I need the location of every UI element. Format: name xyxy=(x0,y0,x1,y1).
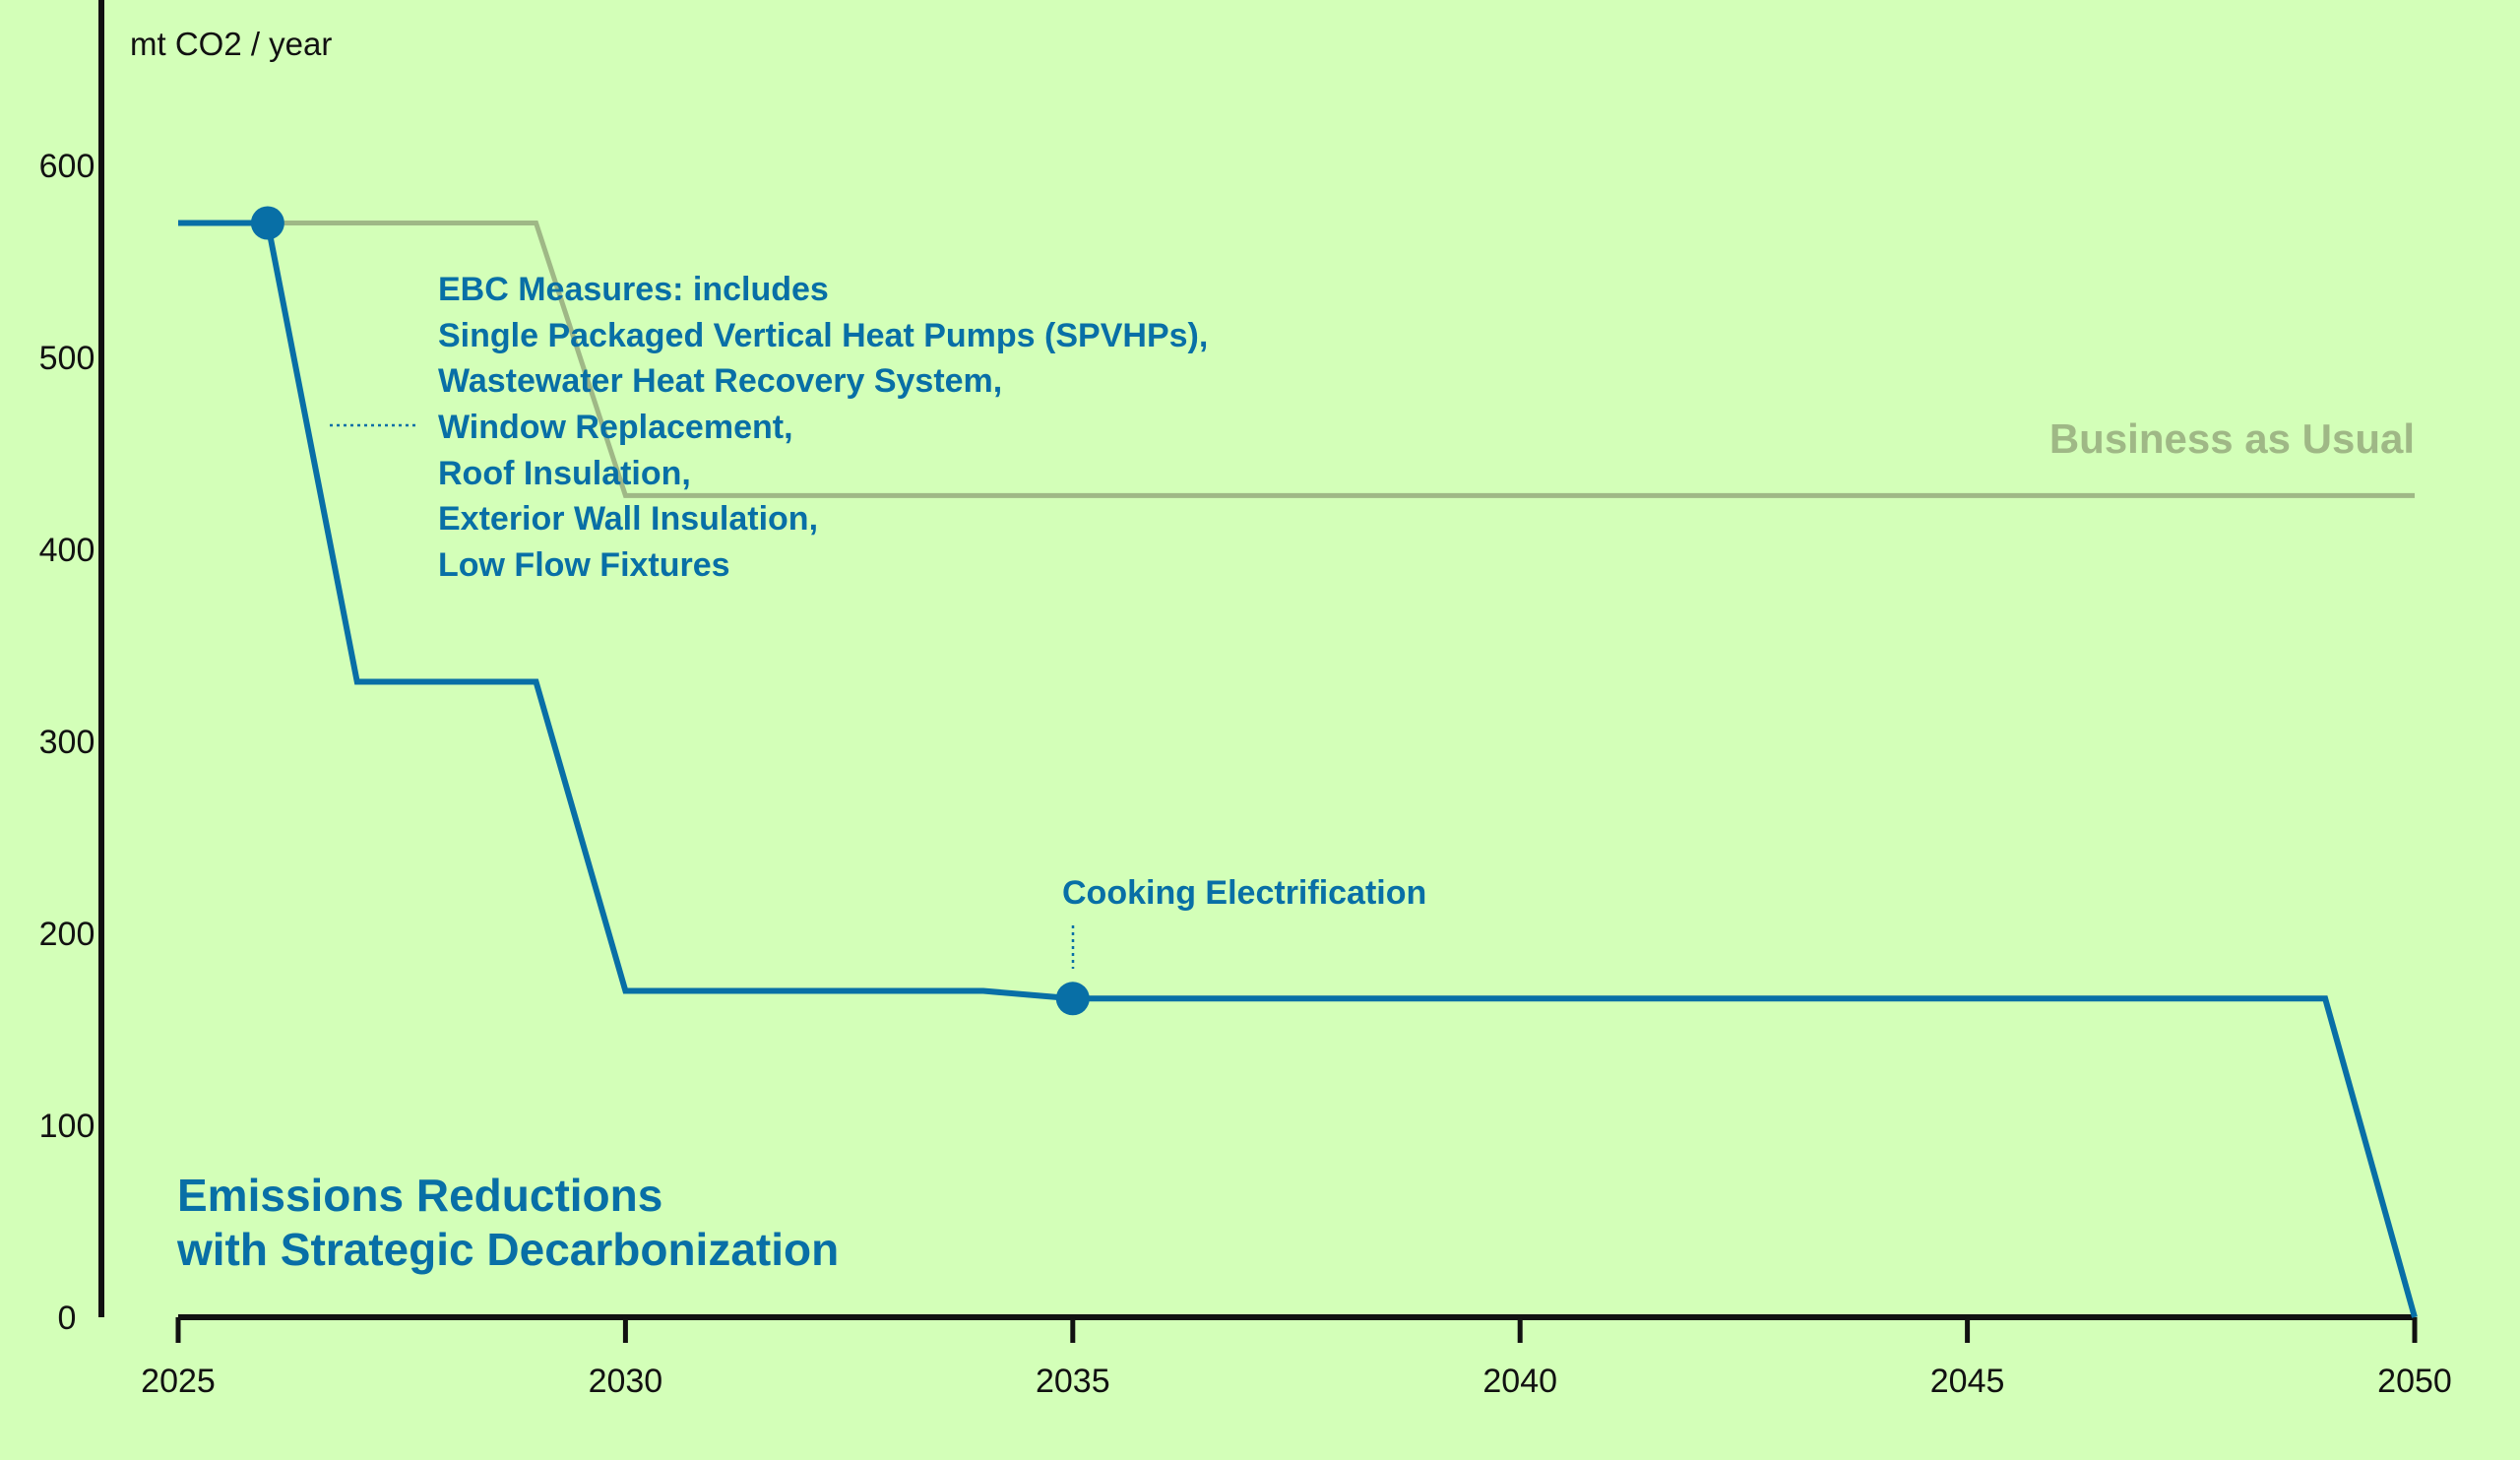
y-tick-label: 600 xyxy=(39,148,95,185)
marker-layer xyxy=(250,206,1090,1016)
x-tick-label: 2025 xyxy=(141,1363,216,1400)
y-axis-unit-label: mt CO2 / year xyxy=(130,26,332,62)
x-tick-label: 2045 xyxy=(1930,1363,2005,1400)
x-tick-label: 2040 xyxy=(1482,1363,1557,1400)
business-as-usual-line xyxy=(267,221,2415,498)
business-as-usual-label: Business as Usual xyxy=(2049,415,2415,462)
y-tick-label: 0 xyxy=(58,1300,77,1337)
strategic-decarbonization-line xyxy=(178,220,2418,1318)
series-layer xyxy=(178,220,2418,1318)
milestone-marker xyxy=(1055,982,1090,1016)
x-tick-label: 2035 xyxy=(1036,1363,1110,1400)
ebc-measures-annotation: EBC Measures: includes Single Packaged V… xyxy=(438,271,1218,584)
y-tick-labels: 0 100 200 300 400 500 600 xyxy=(39,148,95,1337)
milestone-marker xyxy=(250,206,284,240)
y-tick-label: 300 xyxy=(39,724,95,761)
x-ticks: 2025 2030 2035 2040 2045 2050 xyxy=(141,1317,2452,1400)
y-tick-label: 100 xyxy=(39,1108,95,1145)
y-tick-label: 200 xyxy=(39,916,95,953)
chart-title: Emissions Reductions with Strategic Deca… xyxy=(176,1170,839,1275)
y-tick-label: 500 xyxy=(39,340,95,377)
y-tick-label: 400 xyxy=(39,532,95,569)
x-tick-label: 2050 xyxy=(2377,1363,2452,1400)
cooking-electrification-annotation: Cooking Electrification xyxy=(1062,874,1426,912)
x-tick-label: 2030 xyxy=(589,1363,663,1400)
